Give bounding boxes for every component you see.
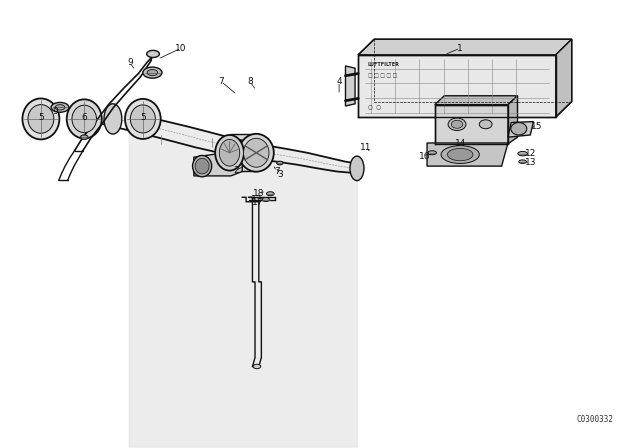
Text: 1: 1 [458,43,463,52]
Ellipse shape [350,156,364,181]
Text: 18: 18 [253,189,264,198]
Text: LUFTFILTER: LUFTFILTER [368,62,399,67]
Ellipse shape [276,161,283,165]
Ellipse shape [143,67,162,78]
Ellipse shape [511,122,527,135]
Ellipse shape [104,104,122,134]
Text: C0300332: C0300332 [576,415,613,424]
Polygon shape [556,39,572,117]
Ellipse shape [239,134,274,172]
Ellipse shape [131,105,156,133]
Text: 10: 10 [175,43,187,52]
Text: 6: 6 [81,112,87,122]
Ellipse shape [441,146,479,164]
Ellipse shape [51,103,69,112]
Polygon shape [230,134,256,172]
Ellipse shape [266,192,274,196]
Polygon shape [435,96,518,105]
Ellipse shape [220,139,240,166]
Ellipse shape [22,99,60,139]
Polygon shape [508,96,518,144]
Polygon shape [346,66,355,106]
Ellipse shape [448,118,466,130]
Polygon shape [508,121,534,137]
Ellipse shape [81,135,88,139]
Ellipse shape [479,120,492,129]
Text: 4: 4 [336,77,342,86]
Text: 14: 14 [454,139,466,148]
Text: 12: 12 [251,194,262,203]
Text: ○  ○: ○ ○ [368,104,381,109]
Text: 9: 9 [52,108,58,116]
Text: □ □ □ □ □: □ □ □ □ □ [368,73,397,78]
Ellipse shape [451,120,463,128]
Text: 17: 17 [252,198,263,207]
Polygon shape [435,105,508,144]
Ellipse shape [519,160,527,164]
Text: 12: 12 [525,149,536,158]
Ellipse shape [215,135,244,171]
Text: 3: 3 [278,170,284,179]
Ellipse shape [193,155,212,177]
Ellipse shape [28,104,54,133]
Ellipse shape [147,69,157,76]
Ellipse shape [447,148,473,161]
Ellipse shape [72,105,97,133]
Text: 13: 13 [525,158,536,167]
Text: 5: 5 [38,112,44,122]
Polygon shape [358,55,556,117]
Ellipse shape [195,158,209,174]
Ellipse shape [253,364,260,369]
Text: 9: 9 [127,58,133,67]
Ellipse shape [244,138,269,167]
Polygon shape [194,153,243,176]
Text: 16: 16 [419,152,431,161]
Text: 7: 7 [218,77,224,86]
Ellipse shape [428,151,436,155]
Ellipse shape [518,151,527,156]
Text: 5: 5 [140,112,146,122]
Ellipse shape [55,105,65,110]
Ellipse shape [67,99,102,138]
Ellipse shape [147,50,159,57]
Ellipse shape [262,198,269,202]
Polygon shape [358,39,572,55]
Polygon shape [427,143,508,166]
Text: 2: 2 [233,166,239,175]
Text: 8: 8 [247,77,253,86]
Text: 11: 11 [360,143,372,152]
Ellipse shape [125,99,161,139]
Text: 15: 15 [531,121,543,130]
Text: 7: 7 [274,167,280,176]
